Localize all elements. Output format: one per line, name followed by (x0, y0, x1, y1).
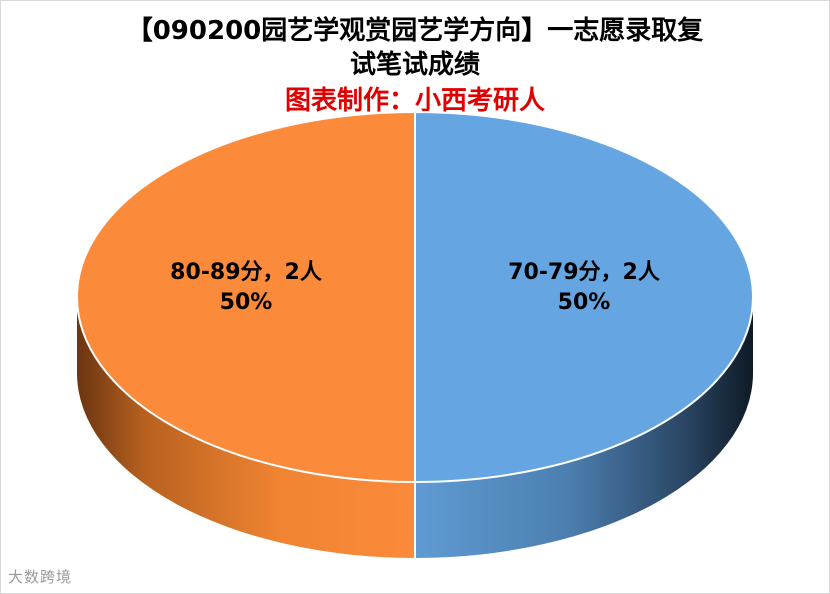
pie-slice-percent: 50% (220, 290, 273, 315)
pie-slice-2 (76, 110, 416, 484)
chart-title-line-2: 试笔试成绩 (349, 50, 480, 80)
pie-slices (76, 110, 754, 484)
pie-slice-1 (414, 110, 754, 484)
pie-slice-label: 80-89分，2人 (170, 260, 322, 285)
pie-labels: 70-79分，2人 50% 80-89分，2人 50% (170, 260, 660, 315)
chart-title-line-1: 【090200园艺学观赏园艺学方向】一志愿录取复 (126, 16, 704, 46)
pie-slice-label: 70-79分，2人 (508, 260, 660, 285)
chart-title: 【090200园艺学观赏园艺学方向】一志愿录取复 试笔试成绩 (0, 14, 830, 82)
pie-slice-percent: 50% (558, 290, 611, 315)
watermark: 大数跨境 (8, 568, 73, 586)
